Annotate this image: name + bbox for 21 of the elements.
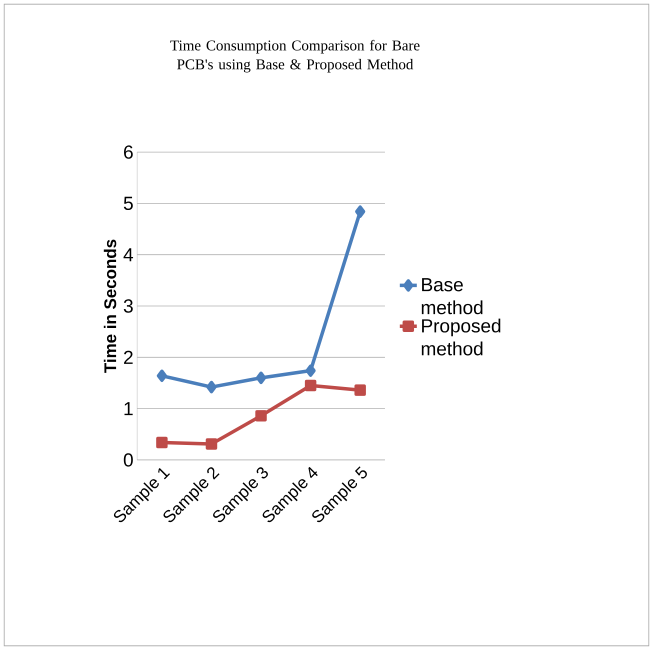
- y-axis-title: Time in Seconds: [104, 240, 116, 373]
- legend-label: Proposed method: [422, 318, 500, 356]
- point: [304, 380, 316, 392]
- point: [156, 370, 168, 382]
- y-tick-label: 4: [124, 248, 134, 262]
- y-tick-label: 5: [124, 196, 133, 210]
- y-tick-label: 6: [124, 145, 133, 159]
- point: [156, 436, 168, 448]
- y-tick-label: 0: [124, 453, 133, 467]
- chart-title: Time Consumption Comparison for Bare PCB's using Base & Proposed Method: [170, 40, 420, 72]
- y-tick-label: 1: [124, 402, 133, 416]
- point: [355, 205, 366, 218]
- point: [255, 410, 267, 422]
- point: [354, 384, 366, 396]
- legend-label: Base method: [422, 278, 482, 314]
- y-tick-label: 3: [124, 299, 133, 313]
- point: [206, 438, 218, 450]
- point: [256, 372, 266, 384]
- y-tick-label: 2: [124, 350, 133, 364]
- point: [206, 380, 217, 394]
- point: [306, 364, 316, 377]
